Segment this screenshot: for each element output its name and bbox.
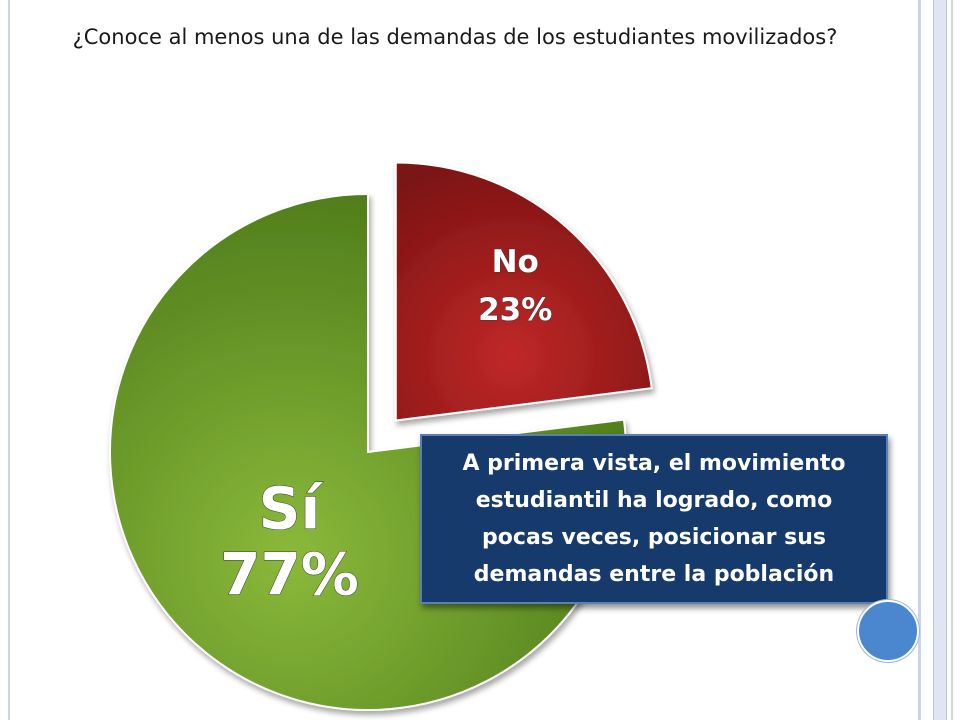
slice-label-si: Sí — [259, 474, 324, 542]
slice-label-no: No — [492, 244, 539, 280]
summary-callout-text: A primera vista, el movimiento estudiant… — [462, 451, 846, 587]
slice-value-si: 77% — [220, 540, 359, 608]
slice-value-no: 23% — [478, 292, 552, 328]
slide-border-right-outer — [951, 0, 953, 720]
pie-slice-no — [394, 161, 653, 422]
chart-title: ¿Conoce al menos una de las demandas de … — [72, 25, 838, 49]
summary-callout: A primera vista, el movimiento estudiant… — [420, 434, 888, 604]
decorative-circle — [857, 600, 919, 662]
slide-border-left — [8, 0, 10, 720]
slide-border-right-band — [933, 0, 947, 720]
slide-border-right — [918, 0, 921, 720]
